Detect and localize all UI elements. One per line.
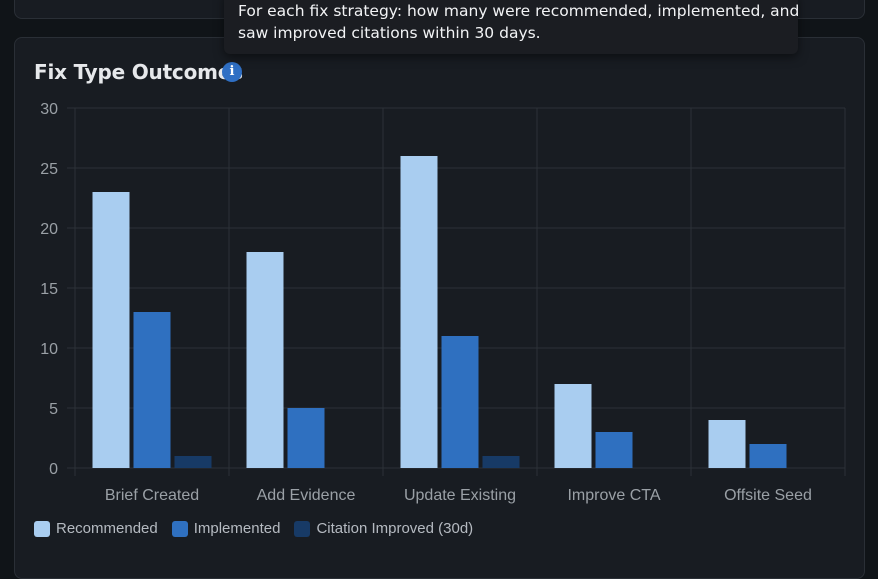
- bar-2-2: [482, 456, 520, 468]
- x-axis-ticks: Brief Created Add Evidence Update Existing…: [105, 487, 812, 504]
- info-icon[interactable]: i: [222, 62, 242, 82]
- legend-swatch: [171, 520, 188, 537]
- y-tick-label: 25: [40, 161, 58, 178]
- bar-0-1: [133, 312, 171, 468]
- legend: Recommended Implemented Citation Improved …: [34, 520, 487, 537]
- legend-label: Citation Improved (30d): [316, 520, 474, 537]
- bar-1-0: [246, 252, 284, 468]
- y-tick-label: 10: [40, 341, 58, 358]
- bar-0-2: [174, 456, 212, 468]
- legend-item[interactable]: Recommended: [34, 520, 158, 537]
- legend-swatch: [294, 520, 311, 537]
- bars: [92, 156, 787, 468]
- x-tick-label: Brief Created: [105, 487, 199, 504]
- y-tick-label: 15: [40, 281, 58, 298]
- info-tooltip: For each fix strategy: how many were rec…: [224, 0, 800, 54]
- legend-swatch: [34, 520, 50, 537]
- fix-type-outcomes-card: [14, 37, 865, 579]
- bar-4-1: [749, 444, 787, 468]
- bar-1-1: [287, 408, 325, 468]
- card-title: Fix Type Outcomes: [34, 60, 243, 84]
- x-tick-label: Update Existing: [404, 487, 516, 504]
- bar-3-0: [554, 384, 592, 468]
- tooltip-line-1: For each fix strategy: how many were rec…: [238, 2, 800, 20]
- x-tick-label: Offsite Seed: [724, 487, 812, 504]
- y-tick-label: 20: [40, 221, 58, 238]
- bar-4-0: [708, 420, 746, 468]
- tooltip-line-2: saw improved citations within 30 days.: [238, 24, 541, 42]
- y-tick-label: 5: [49, 401, 58, 418]
- y-tick-label: 30: [40, 101, 58, 118]
- legend-label: Implemented: [193, 520, 281, 537]
- legend-item[interactable]: Implemented: [171, 520, 281, 537]
- x-tick-label: Add Evidence: [257, 487, 356, 504]
- bar-3-1: [595, 432, 633, 468]
- bar-0-0: [92, 192, 130, 468]
- y-tick-label: 0: [49, 461, 58, 478]
- y-axis-ticks: 0 5 10 15 20 25 30: [40, 101, 58, 478]
- bar-2-0: [400, 156, 438, 468]
- x-tick-label: Improve CTA: [567, 487, 660, 504]
- bar-2-1: [441, 336, 479, 468]
- legend-label: Recommended: [56, 520, 158, 537]
- legend-item[interactable]: Citation Improved (30d): [294, 520, 473, 537]
- bar-chart: 0 5 10 15 20 25 30 Brief Created Add Evidence Up…: [40, 101, 846, 504]
